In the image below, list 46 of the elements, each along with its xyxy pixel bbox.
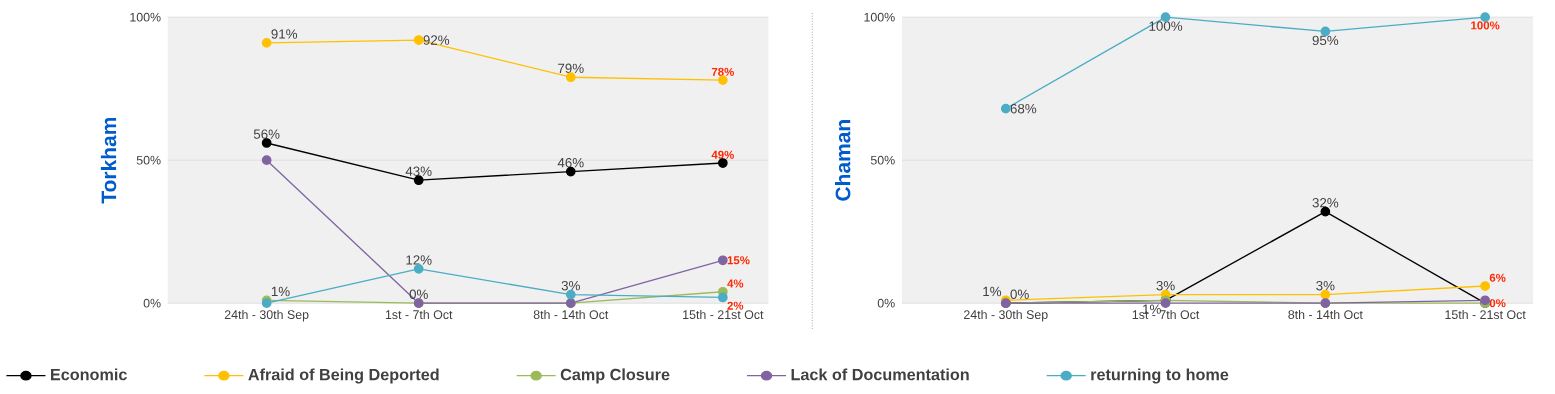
x-tick-label: 15th - 21st Oct <box>683 310 764 320</box>
x-tick-label: 24th - 30th Sep <box>964 310 1048 322</box>
x-tick-label: 15th - 21st Oct <box>1445 310 1526 320</box>
y-tick-label: 0% <box>143 298 161 308</box>
y-tick-label: 100% <box>130 12 161 22</box>
data-label: 95% <box>1312 35 1339 46</box>
x-tick-label: 8th - 14th Oct <box>1288 310 1363 320</box>
legend-label: returning to home <box>1091 368 1229 384</box>
data-label: 43% <box>405 166 432 177</box>
data-label: 0% <box>409 289 428 300</box>
data-label: 6% <box>1489 273 1506 282</box>
y-axis-title: Chaman <box>835 120 851 201</box>
data-label: 0% <box>1010 289 1029 300</box>
y-axis-title: Torkham <box>100 118 117 204</box>
data-label: 3% <box>561 281 580 291</box>
data-label: 2% <box>727 301 744 310</box>
data-label: 91% <box>271 29 298 39</box>
x-tick-label: 1st - 7th Oct <box>385 310 453 320</box>
data-label: 100% <box>1149 21 1183 31</box>
data-label: 79% <box>558 63 584 74</box>
data-label: 3% <box>1156 281 1175 291</box>
data-label: 100% <box>1471 21 1500 30</box>
x-tick-label: 8th - 14th Oct <box>533 310 609 320</box>
y-tick-label: 0% <box>877 298 895 308</box>
legend-label: Economic <box>51 368 127 381</box>
legend-label: Camp Closure <box>560 368 670 384</box>
data-label: 49% <box>711 150 734 159</box>
legend-label: Lack of Documentation <box>791 368 969 381</box>
data-label: 78% <box>711 67 734 77</box>
data-label: 4% <box>727 279 744 288</box>
data-label: 0% <box>1489 299 1506 308</box>
data-label: 3% <box>1316 281 1335 291</box>
data-label: 46% <box>557 158 584 168</box>
data-label: 1% <box>271 286 290 297</box>
y-tick-label: 50% <box>870 155 895 165</box>
data-label: 92% <box>423 35 450 45</box>
legend-label: Afraid of Being Deported <box>248 368 439 384</box>
data-label: 68% <box>1010 104 1037 114</box>
data-label: 1% <box>983 286 1002 297</box>
data-label: 32% <box>1312 198 1339 208</box>
data-label: 15% <box>727 256 750 265</box>
x-tick-label: 24th - 30th Sep <box>224 310 309 322</box>
y-tick-label: 50% <box>136 155 161 165</box>
y-tick-label: 100% <box>864 12 895 22</box>
data-label: 56% <box>253 129 280 139</box>
data-label: 12% <box>406 255 432 265</box>
